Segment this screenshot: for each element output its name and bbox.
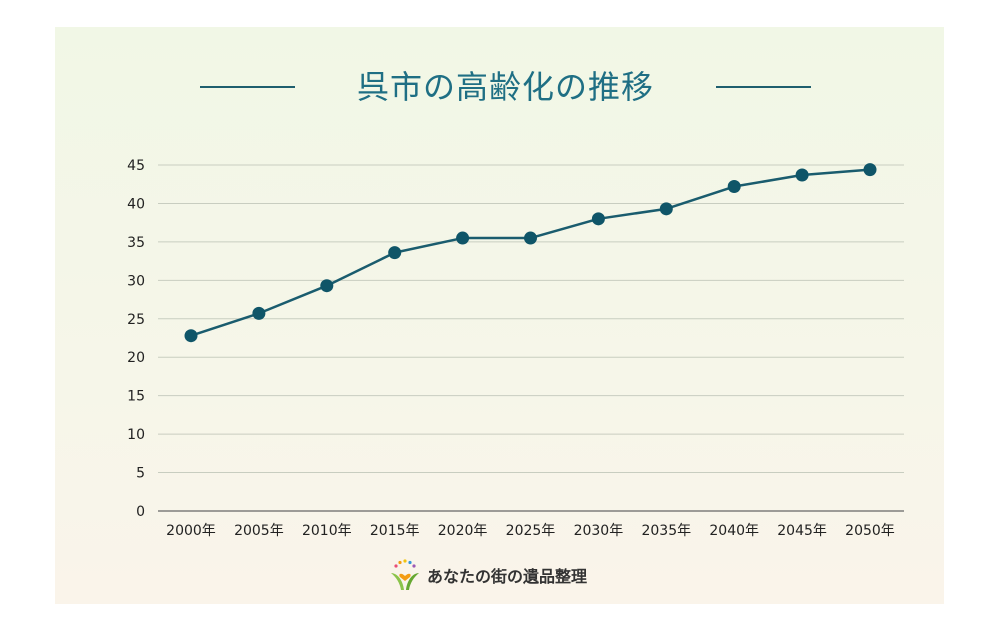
data-point (727, 180, 741, 194)
y-tick-label: 15 (127, 389, 145, 405)
data-point (456, 231, 470, 245)
y-tick-label: 30 (127, 273, 145, 289)
series-line (190, 168, 871, 337)
data-point-layer (184, 163, 877, 343)
data-point (320, 279, 334, 293)
data-point (795, 168, 809, 182)
title-row: 呉市の高齢化の推移 (55, 62, 944, 112)
x-tick-label: 2035年 (641, 523, 691, 539)
title-left-rule (200, 86, 295, 88)
axes: 0 5 10 15 20 25 30 35 40 45 2000年 2005年 2010年 2015年 20… (127, 158, 904, 539)
y-tick-label: 35 (127, 235, 145, 251)
x-tick-label: 2005年 (234, 523, 284, 539)
sprout-heart-logo-icon (391, 559, 419, 590)
data-point (863, 163, 877, 177)
title-right-rule (716, 86, 811, 88)
y-tick-label: 5 (136, 466, 145, 482)
data-point (388, 246, 402, 260)
y-tick-label: 40 (127, 196, 145, 212)
x-tick-label: 2050年 (845, 523, 895, 539)
brand-name: あなたの街の遺品整理 (427, 567, 588, 586)
data-point (659, 202, 673, 216)
grid-lines (158, 164, 904, 474)
y-tick-label: 45 (127, 158, 145, 174)
x-tick-label: 2030年 (574, 523, 624, 539)
chart-title: 呉市の高齢化の推移 (356, 68, 654, 106)
x-tick-label: 2010年 (302, 523, 352, 539)
data-point (184, 329, 198, 343)
brand-logo: あなたの街の遺品整理 (387, 555, 587, 595)
y-tick-label: 20 (127, 350, 145, 366)
chart-panel (55, 27, 944, 604)
title-area: 呉市の高齢化の推移 (55, 27, 944, 127)
y-tick-label: 10 (127, 427, 145, 443)
x-tick-label: 2000年 (166, 523, 216, 539)
x-tick-label: 2045年 (777, 523, 827, 539)
data-point (252, 306, 266, 320)
x-tick-label: 2020年 (438, 523, 488, 539)
y-tick-label: 25 (127, 312, 145, 328)
x-tick-label: 2025年 (506, 523, 556, 539)
data-point (591, 212, 605, 226)
x-tick-label: 2015年 (370, 523, 420, 539)
y-tick-label: 0 (136, 504, 145, 520)
data-point (524, 231, 537, 245)
series-line-layer (190, 168, 871, 337)
x-tick-label: 2040年 (709, 523, 759, 539)
